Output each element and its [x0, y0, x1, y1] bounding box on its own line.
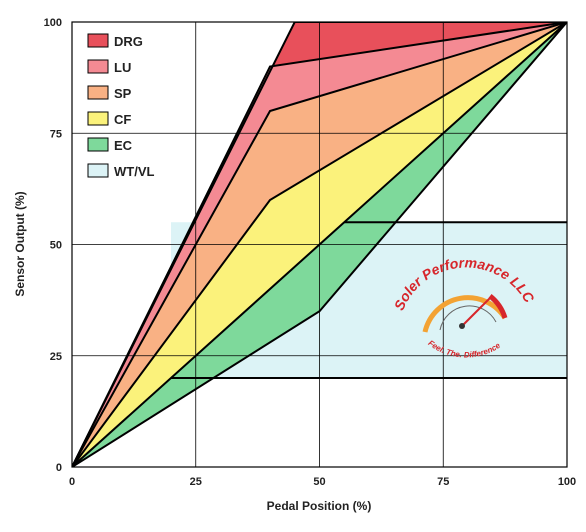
- legend-swatch-wt-vl: [87, 163, 109, 178]
- boundary-lines: [72, 22, 567, 467]
- y-tick-label: 100: [44, 17, 62, 29]
- boundary-sp: [72, 22, 567, 467]
- y-tick-label: 0: [56, 462, 62, 474]
- y-tick-label: 75: [50, 128, 62, 140]
- y-axis-title: Sensor Output (%): [13, 191, 27, 296]
- plot-border: [71, 21, 568, 468]
- logo-needle-hub: [459, 323, 465, 329]
- x-tick-label: 100: [558, 476, 576, 488]
- x-tick-label: 50: [313, 476, 325, 488]
- logo-gauge-arc: [422, 295, 508, 333]
- legend-label-wt-vl: WT/VL: [114, 164, 154, 179]
- y-tick-label: 25: [50, 351, 62, 363]
- legend-swatch-ec: [87, 137, 109, 152]
- boundary-lu: [72, 22, 567, 467]
- legend-label-ec: EC: [114, 138, 133, 153]
- legend-label-drg: DRG: [114, 34, 143, 49]
- logo-needle: [461, 295, 493, 327]
- x-tick-label: 75: [437, 476, 449, 488]
- legend: DRG LU SP CF EC WT/VL: [87, 33, 154, 179]
- x-axis-title: Pedal Position (%): [267, 499, 372, 513]
- tick-labels: 0 25 50 75 100 0 25 50 75 100: [44, 17, 577, 488]
- boundary-cf: [72, 22, 567, 467]
- legend-swatch-lu: [87, 59, 109, 74]
- legend-swatch-drg: [87, 33, 109, 48]
- legend-label-cf: CF: [114, 112, 131, 127]
- legend-label-sp: SP: [114, 86, 132, 101]
- x-tick-label: 0: [69, 476, 75, 488]
- x-tick-label: 25: [190, 476, 202, 488]
- y-tick-label: 50: [50, 240, 62, 252]
- logo-gauge-inner: [439, 305, 497, 331]
- legend-swatch-cf: [87, 111, 109, 126]
- legend-label-lu: LU: [114, 60, 131, 75]
- boundary-lower: [72, 22, 567, 467]
- legend-swatch-sp: [87, 85, 109, 100]
